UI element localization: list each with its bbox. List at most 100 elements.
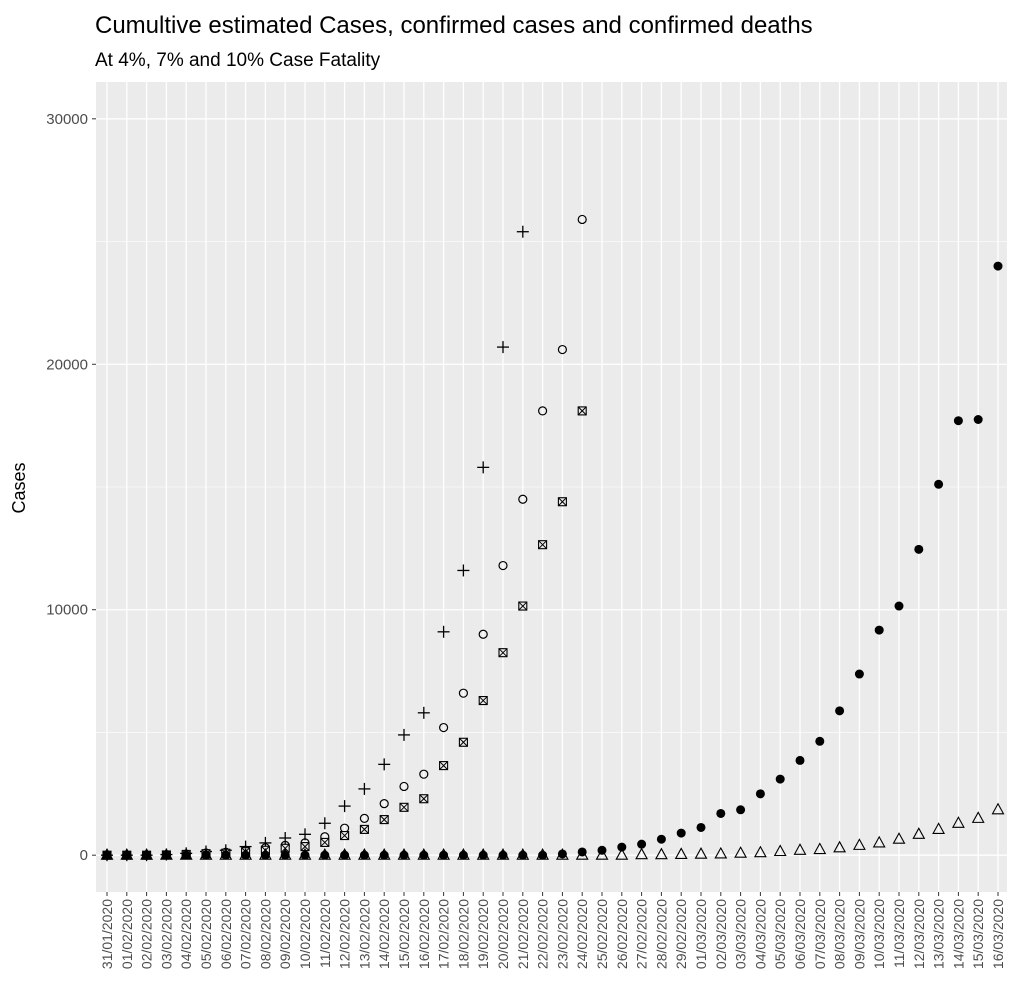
x-tick-label: 02/03/2020 [713, 899, 729, 969]
data-point-circle-filled [637, 839, 647, 849]
data-point-circle-filled [736, 805, 746, 815]
data-point-plus [318, 817, 331, 830]
data-points [100, 214, 1005, 862]
data-point-circle-filled [835, 706, 845, 716]
x-tick-label: 07/03/2020 [812, 899, 828, 969]
data-point-circle-filled [934, 479, 944, 489]
x-tick-label: 06/03/2020 [792, 899, 808, 969]
x-tick-label: 13/02/2020 [356, 899, 372, 969]
data-point-triangle-open [298, 848, 312, 860]
x-tick-label: 18/02/2020 [455, 899, 471, 969]
data-point-triangle-open [338, 848, 352, 860]
data-point-circle-filled [993, 261, 1003, 271]
data-point-circle-filled [557, 849, 567, 859]
x-tick-label: 10/03/2020 [871, 899, 887, 969]
data-point-circle-open [557, 344, 568, 355]
data-point-plus [437, 625, 450, 638]
data-point-plus [358, 782, 371, 795]
data-point-triangle-open [615, 848, 629, 860]
data-point-triangle-open [971, 811, 985, 823]
y-axis-label: Cases [9, 462, 29, 513]
data-point-square-cross [577, 406, 587, 416]
data-point-triangle-open [714, 846, 728, 859]
data-point-triangle-open [140, 848, 154, 860]
data-point-plus [279, 832, 292, 844]
data-point-triangle-open [278, 848, 292, 860]
data-point-circle-filled [914, 544, 924, 554]
x-tick-label: 07/02/2020 [238, 899, 254, 969]
x-tick-label: 22/02/2020 [535, 899, 551, 969]
data-point-circle-open [359, 813, 369, 823]
data-point-circle-filled [795, 755, 805, 765]
y-tick-label: 10000 [46, 602, 88, 619]
data-point-triangle-open [575, 848, 589, 860]
data-point-circle-open [518, 494, 528, 504]
data-point-triangle-open [179, 848, 193, 860]
data-point-triangle-open [932, 822, 946, 834]
data-point-circle-filled [676, 828, 686, 838]
data-point-circle-filled [815, 736, 825, 746]
data-point-square-cross [538, 540, 548, 550]
data-point-square-cross [557, 497, 567, 507]
data-point-circle-filled [617, 842, 627, 852]
y-tick-label: 20000 [46, 356, 88, 373]
data-point-triangle-open [397, 848, 411, 860]
data-point-triangle-open [595, 848, 609, 860]
data-point-triangle-open [773, 844, 787, 857]
x-tick-label: 08/02/2020 [257, 899, 273, 969]
data-point-circle-open [458, 688, 468, 698]
data-point-square-cross [419, 794, 429, 804]
x-tick-label: 01/03/2020 [693, 899, 709, 969]
x-tick-label: 23/02/2020 [554, 899, 570, 969]
x-tick-label: 26/02/2020 [614, 899, 630, 969]
data-point-triangle-open [516, 848, 530, 860]
data-point-triangle-open [476, 848, 490, 860]
data-point-square-cross [518, 601, 528, 611]
x-tick-label: 12/03/2020 [911, 899, 927, 969]
data-point-triangle-open [912, 827, 926, 839]
data-point-plus [477, 461, 490, 474]
data-point-triangle-open [734, 846, 748, 858]
data-point-circle-open [439, 722, 449, 733]
data-point-triangle-open [813, 842, 827, 855]
data-point-square-cross [399, 802, 409, 812]
x-tick-label: 21/02/2020 [515, 899, 531, 969]
data-point-triangle-open [437, 848, 451, 860]
x-tick-label: 25/02/2020 [594, 899, 610, 969]
data-point-triangle-open [753, 845, 767, 858]
data-point-triangle-open [852, 838, 866, 850]
data-point-triangle-open [377, 848, 391, 860]
data-point-square-cross [300, 842, 310, 852]
data-point-circle-open [399, 781, 409, 792]
data-point-circle-filled [716, 808, 726, 818]
x-tick-label: 20/02/2020 [495, 899, 511, 969]
data-point-triangle-open [258, 848, 272, 860]
data-point-triangle-open [674, 847, 688, 859]
data-point-circle-filled [894, 601, 904, 611]
x-tick-label: 16/03/2020 [990, 899, 1006, 969]
x-tick-label: 11/02/2020 [317, 899, 333, 968]
data-point-circle-open [498, 560, 508, 571]
x-tick-label: 15/02/2020 [396, 899, 412, 969]
grid-lines [96, 82, 1007, 892]
data-point-triangle-open [100, 848, 114, 860]
x-tick-label: 01/02/2020 [119, 899, 135, 969]
data-point-circle-open [478, 629, 488, 639]
data-point-square-cross [458, 737, 468, 747]
x-tick-label: 08/03/2020 [832, 899, 848, 969]
data-point-circle-filled [874, 625, 884, 635]
data-point-plus [457, 564, 470, 577]
data-point-circle-filled [953, 416, 963, 426]
x-tick-label: 19/02/2020 [475, 899, 491, 969]
data-point-triangle-open [991, 802, 1005, 815]
x-tick-label: 15/03/2020 [970, 899, 986, 969]
data-point-circle-filled [775, 774, 785, 784]
data-point-triangle-open [120, 848, 134, 860]
x-tick-label: 05/02/2020 [198, 899, 214, 969]
data-point-triangle-open [793, 843, 807, 855]
x-tick-label: 13/03/2020 [931, 899, 947, 969]
data-point-triangle-open [872, 835, 886, 848]
data-point-circle-filled [696, 822, 706, 832]
